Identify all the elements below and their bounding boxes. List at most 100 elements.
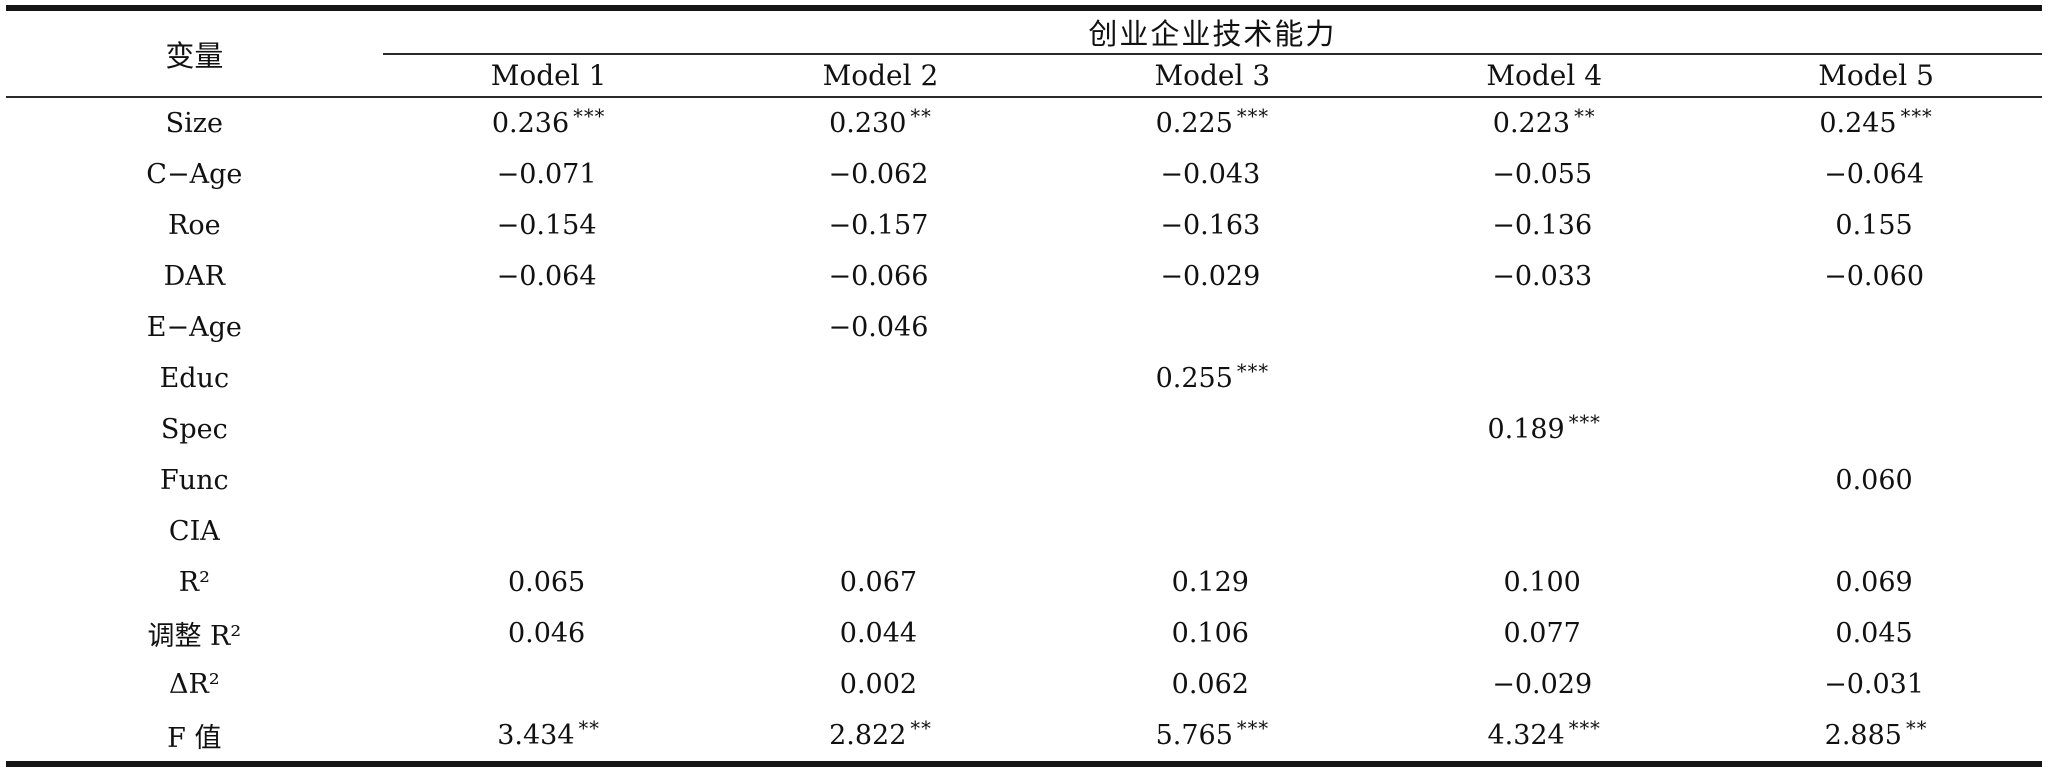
cell-value: 0.062 <box>1171 669 1249 700</box>
cell-value: 0.067 <box>839 567 918 598</box>
cell-value: −0.136 <box>1492 210 1593 241</box>
value-cell: 5.765 *** <box>1046 710 1378 764</box>
value-cell: 4.324 *** <box>1378 710 1710 764</box>
value-cell: 0.255 *** <box>1046 353 1378 404</box>
value-cell: 0.106 <box>1046 608 1378 659</box>
value-cell <box>715 455 1047 506</box>
value-cell: −0.064 <box>383 251 715 302</box>
dependent-variable-span-header: 创业企业技术能力 <box>382 8 2042 55</box>
value-cell: −0.055 <box>1378 149 1710 200</box>
span-header-row: 变量 创业企业技术能力 <box>6 8 2042 73</box>
value-cell: 2.822 ** <box>715 710 1047 764</box>
value-cell: 0.046 <box>383 608 715 659</box>
value-cell <box>715 353 1047 404</box>
row-label: Func <box>160 465 229 496</box>
cell-value: 0.069 <box>1835 567 1913 598</box>
value-cell <box>383 404 715 455</box>
value-cell <box>1378 455 1710 506</box>
cell-value: 0.189 <box>1487 414 1565 445</box>
row-label: ΔR² <box>169 669 220 700</box>
cell-value: −0.163 <box>1160 210 1261 241</box>
value-cell <box>383 659 715 710</box>
table-row: DAR −0.064 −0.066 −0.029 −0.033 −0.060 <box>6 251 2042 302</box>
value-cell: 0.067 <box>715 557 1047 608</box>
value-cell <box>1046 302 1378 353</box>
value-cell <box>1046 455 1378 506</box>
model-5-header: Model 5 <box>1818 59 1934 92</box>
cell-value: −0.033 <box>1492 261 1593 292</box>
value-cell: 0.060 <box>1710 455 2042 506</box>
value-cell <box>715 404 1047 455</box>
value-cell <box>1046 506 1378 557</box>
cell-value: 0.106 <box>1171 618 1249 649</box>
cell-value: 0.255 <box>1155 363 1233 394</box>
table-row: Spec 0.189 *** <box>6 404 2042 455</box>
row-label: F 值 <box>167 723 222 754</box>
value-cell: 0.245 *** <box>1710 97 2042 149</box>
value-cell: −0.029 <box>1378 659 1710 710</box>
cell-value: 2.822 <box>829 720 907 751</box>
cell-stars: ** <box>1905 716 1928 740</box>
value-cell: −0.066 <box>715 251 1047 302</box>
value-cell: −0.154 <box>383 200 715 251</box>
cell-value: 0.236 <box>491 108 570 139</box>
cell-stars: *** <box>573 104 606 128</box>
cell-stars: *** <box>1236 716 1270 740</box>
row-label: Size <box>165 108 223 139</box>
value-cell <box>1710 404 2042 455</box>
cell-value: 4.324 <box>1487 720 1565 751</box>
row-label: DAR <box>163 261 226 292</box>
table-row: Educ 0.255 *** <box>6 353 2042 404</box>
value-cell: −0.046 <box>715 302 1047 353</box>
value-cell <box>1710 302 2042 353</box>
row-label: R² <box>178 567 210 598</box>
value-cell: 0.069 <box>1710 557 2042 608</box>
table-row: 调整 R² 0.046 0.044 0.106 0.077 0.045 <box>6 608 2042 659</box>
value-cell <box>1710 353 2042 404</box>
value-cell: −0.060 <box>1710 251 2042 302</box>
cell-stars: *** <box>1900 104 1933 128</box>
cell-value: 5.765 <box>1155 720 1233 751</box>
cell-value: −0.060 <box>1824 261 1924 292</box>
cell-value: 0.060 <box>1835 465 1913 496</box>
cell-value: −0.055 <box>1492 159 1593 190</box>
cell-value: 0.223 <box>1492 108 1571 139</box>
value-cell: −0.043 <box>1046 149 1378 200</box>
value-cell: 0.230 ** <box>715 97 1047 149</box>
table-row: R² 0.065 0.067 0.129 0.100 0.069 <box>6 557 2042 608</box>
value-cell: 0.062 <box>1046 659 1378 710</box>
table-header: 变量 创业企业技术能力 Model 1 Model 2 Model 3 Mode… <box>6 8 2042 97</box>
cell-value: 0.044 <box>839 618 918 649</box>
table-row: E−Age −0.046 <box>6 302 2042 353</box>
row-label: CIA <box>168 516 220 547</box>
value-cell: 2.885 ** <box>1710 710 2042 764</box>
cell-value: 0.225 <box>1155 108 1233 139</box>
cell-value: 0.002 <box>839 669 918 700</box>
value-cell: −0.136 <box>1378 200 1710 251</box>
value-cell <box>1378 302 1710 353</box>
value-cell <box>1378 353 1710 404</box>
regression-table: 变量 创业企业技术能力 Model 1 Model 2 Model 3 Mode… <box>6 5 2042 767</box>
cell-value: −0.031 <box>1824 669 1924 700</box>
value-cell: 0.225 *** <box>1046 97 1378 149</box>
cell-value: −0.029 <box>1492 669 1593 700</box>
value-cell <box>383 353 715 404</box>
model-1-header: Model 1 <box>490 59 607 92</box>
cell-stars: *** <box>1236 359 1270 383</box>
row-label: Spec <box>160 414 228 445</box>
table-row: F 值 3.434 ** 2.822 ** 5.765 *** 4.324 *** 2.… <box>6 710 2042 764</box>
table-row: Func 0.060 <box>6 455 2042 506</box>
cell-value: −0.043 <box>1160 159 1261 190</box>
value-cell <box>715 506 1047 557</box>
model-3-header: Model 3 <box>1154 59 1271 92</box>
value-cell: −0.064 <box>1710 149 2042 200</box>
model-4-header: Model 4 <box>1486 59 1603 92</box>
value-cell: −0.062 <box>715 149 1047 200</box>
value-cell: −0.157 <box>715 200 1047 251</box>
value-cell: 0.236 *** <box>383 97 715 149</box>
cell-value: 0.077 <box>1503 618 1581 649</box>
cell-stars: ** <box>910 104 932 128</box>
value-cell: 0.044 <box>715 608 1047 659</box>
cell-stars: *** <box>1568 716 1601 740</box>
model-header-row: Model 1 Model 2 Model 3 Model 4 Model 5 <box>6 54 2042 97</box>
